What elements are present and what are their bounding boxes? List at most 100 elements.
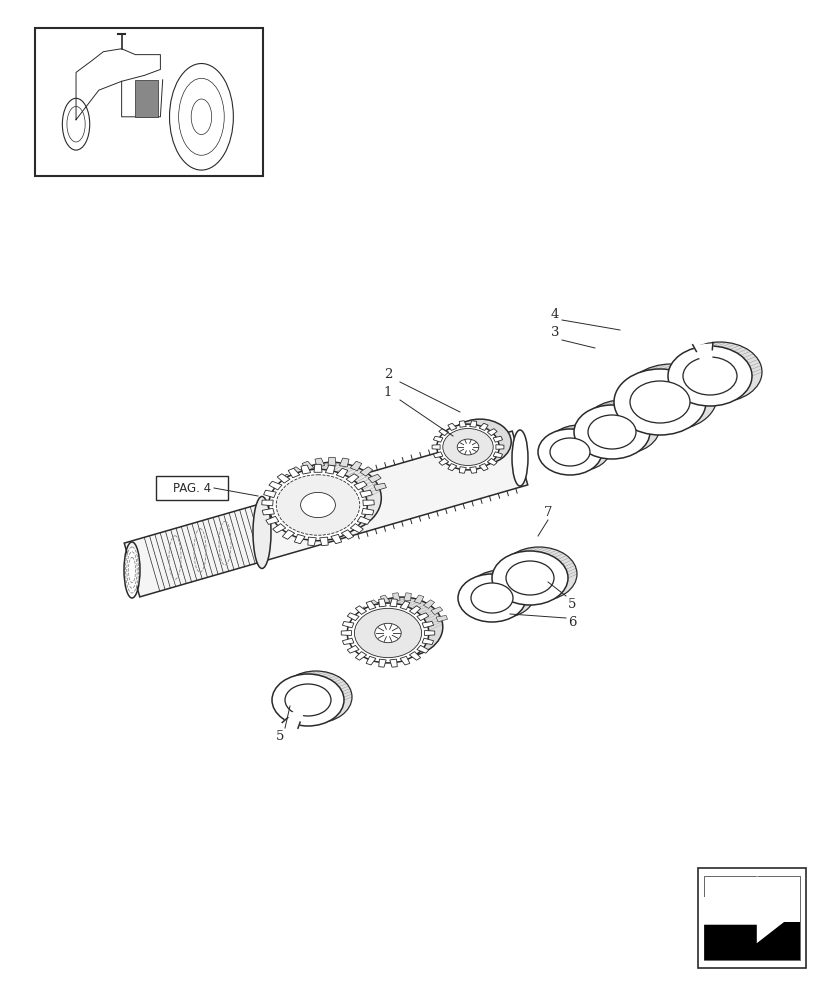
Ellipse shape: [514, 557, 562, 591]
Polygon shape: [447, 423, 457, 430]
Polygon shape: [479, 464, 488, 471]
Polygon shape: [424, 631, 434, 635]
Polygon shape: [414, 595, 423, 604]
Ellipse shape: [480, 579, 521, 609]
Polygon shape: [263, 490, 276, 498]
Text: 4: 4: [550, 308, 558, 320]
Ellipse shape: [284, 684, 331, 716]
Ellipse shape: [457, 574, 525, 622]
Ellipse shape: [293, 681, 338, 713]
Polygon shape: [373, 483, 386, 491]
Text: 3: 3: [550, 326, 558, 338]
Ellipse shape: [549, 438, 590, 466]
Text: 6: 6: [567, 615, 576, 629]
Polygon shape: [336, 468, 347, 478]
Polygon shape: [479, 423, 488, 430]
Polygon shape: [432, 445, 440, 449]
Polygon shape: [339, 458, 349, 467]
Polygon shape: [423, 600, 434, 608]
Polygon shape: [390, 599, 397, 607]
Polygon shape: [291, 467, 304, 476]
Polygon shape: [392, 593, 399, 601]
Ellipse shape: [624, 364, 716, 430]
Polygon shape: [447, 464, 457, 471]
Polygon shape: [354, 481, 366, 490]
Ellipse shape: [375, 623, 401, 643]
Polygon shape: [319, 537, 327, 546]
Polygon shape: [390, 659, 397, 667]
Polygon shape: [433, 452, 442, 458]
Ellipse shape: [538, 429, 601, 475]
Polygon shape: [341, 530, 353, 539]
Ellipse shape: [128, 557, 136, 583]
Polygon shape: [262, 508, 274, 515]
Polygon shape: [366, 656, 375, 665]
Polygon shape: [487, 429, 496, 436]
Polygon shape: [422, 621, 433, 628]
Polygon shape: [124, 431, 527, 597]
Ellipse shape: [127, 552, 137, 588]
Polygon shape: [325, 465, 335, 474]
Polygon shape: [342, 621, 353, 628]
Polygon shape: [436, 615, 447, 622]
Polygon shape: [359, 490, 372, 498]
Polygon shape: [703, 876, 799, 943]
Ellipse shape: [505, 561, 553, 595]
Ellipse shape: [682, 357, 736, 395]
Polygon shape: [361, 508, 373, 515]
Ellipse shape: [457, 439, 478, 455]
Ellipse shape: [692, 353, 746, 391]
Polygon shape: [277, 483, 290, 491]
Bar: [703, 876, 799, 960]
Polygon shape: [355, 652, 366, 660]
Ellipse shape: [558, 434, 598, 462]
Polygon shape: [493, 452, 502, 458]
Polygon shape: [277, 474, 289, 483]
Polygon shape: [459, 467, 466, 473]
Ellipse shape: [500, 547, 576, 601]
Ellipse shape: [448, 419, 510, 465]
Bar: [135, 80, 158, 117]
Polygon shape: [693, 345, 712, 360]
Polygon shape: [360, 467, 372, 476]
Polygon shape: [261, 500, 273, 506]
Polygon shape: [294, 534, 304, 544]
Polygon shape: [487, 458, 496, 465]
Polygon shape: [302, 461, 313, 471]
Ellipse shape: [667, 346, 751, 406]
Polygon shape: [356, 516, 370, 524]
Polygon shape: [288, 468, 299, 478]
Polygon shape: [493, 436, 502, 442]
Polygon shape: [378, 599, 385, 607]
Polygon shape: [366, 601, 375, 610]
Ellipse shape: [269, 469, 367, 541]
Polygon shape: [362, 500, 374, 506]
Polygon shape: [300, 465, 310, 474]
Polygon shape: [341, 631, 351, 635]
Polygon shape: [459, 421, 466, 427]
Polygon shape: [282, 530, 294, 539]
Polygon shape: [495, 445, 504, 449]
Text: 7: 7: [543, 506, 552, 518]
Polygon shape: [350, 524, 363, 533]
Polygon shape: [409, 606, 420, 614]
Polygon shape: [347, 645, 359, 653]
Polygon shape: [417, 613, 428, 621]
Polygon shape: [422, 638, 433, 645]
Polygon shape: [342, 638, 353, 645]
Ellipse shape: [276, 475, 359, 535]
Polygon shape: [347, 613, 359, 621]
Polygon shape: [356, 615, 367, 622]
Bar: [703, 922, 799, 960]
Polygon shape: [469, 421, 476, 427]
Polygon shape: [313, 464, 322, 472]
Ellipse shape: [272, 674, 343, 726]
Polygon shape: [404, 593, 411, 601]
Ellipse shape: [583, 400, 659, 454]
Ellipse shape: [437, 424, 499, 470]
Ellipse shape: [629, 381, 689, 423]
Polygon shape: [438, 458, 448, 465]
Polygon shape: [314, 458, 324, 467]
Bar: [35, 28, 263, 176]
Ellipse shape: [442, 429, 493, 465]
